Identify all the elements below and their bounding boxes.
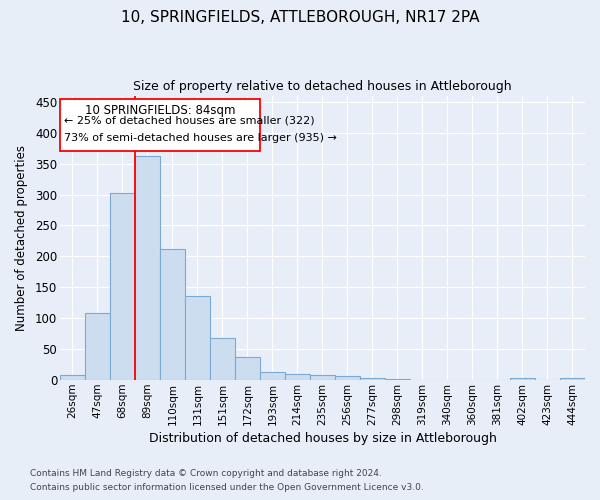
Bar bbox=[85, 314, 110, 380]
Bar bbox=[60, 375, 85, 380]
Bar bbox=[110, 192, 135, 380]
Bar bbox=[510, 378, 535, 380]
Bar bbox=[360, 378, 385, 380]
Text: ← 25% of detached houses are smaller (322): ← 25% of detached houses are smaller (32… bbox=[64, 116, 314, 126]
Bar bbox=[285, 374, 310, 380]
Bar bbox=[260, 372, 285, 380]
FancyBboxPatch shape bbox=[60, 98, 260, 151]
Bar bbox=[335, 376, 360, 380]
Y-axis label: Number of detached properties: Number of detached properties bbox=[15, 145, 28, 331]
Bar bbox=[160, 249, 185, 380]
Bar bbox=[560, 378, 585, 380]
Bar bbox=[185, 296, 210, 380]
Text: 73% of semi-detached houses are larger (935) →: 73% of semi-detached houses are larger (… bbox=[64, 133, 337, 143]
Text: 10 SPRINGFIELDS: 84sqm: 10 SPRINGFIELDS: 84sqm bbox=[85, 104, 235, 117]
Text: Contains public sector information licensed under the Open Government Licence v3: Contains public sector information licen… bbox=[30, 484, 424, 492]
Bar bbox=[135, 156, 160, 380]
Bar bbox=[210, 338, 235, 380]
Title: Size of property relative to detached houses in Attleborough: Size of property relative to detached ho… bbox=[133, 80, 512, 93]
Bar bbox=[385, 379, 410, 380]
Bar bbox=[235, 356, 260, 380]
Text: Contains HM Land Registry data © Crown copyright and database right 2024.: Contains HM Land Registry data © Crown c… bbox=[30, 468, 382, 477]
X-axis label: Distribution of detached houses by size in Attleborough: Distribution of detached houses by size … bbox=[149, 432, 496, 445]
Text: 10, SPRINGFIELDS, ATTLEBOROUGH, NR17 2PA: 10, SPRINGFIELDS, ATTLEBOROUGH, NR17 2PA bbox=[121, 10, 479, 25]
Bar bbox=[310, 374, 335, 380]
